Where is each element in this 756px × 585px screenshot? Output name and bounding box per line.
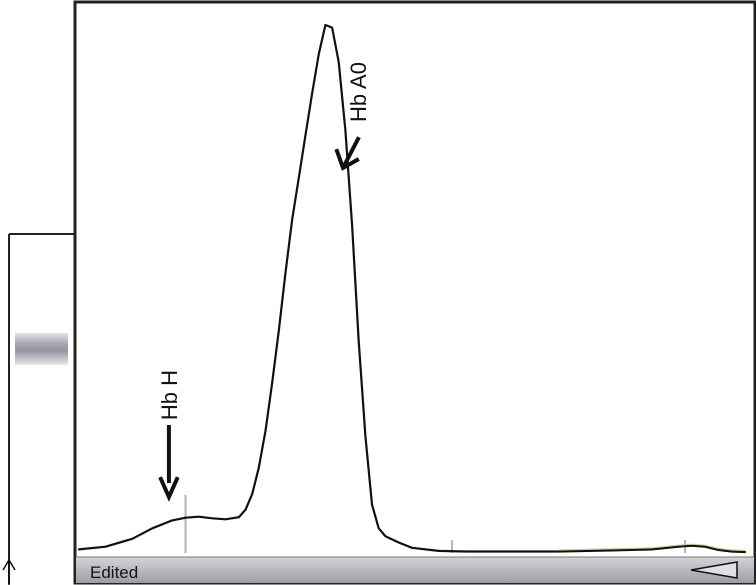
hb-a0-label: Hb A0 bbox=[346, 62, 371, 122]
plot-border bbox=[73, 0, 756, 585]
series-trace-tail bbox=[558, 543, 746, 552]
up-arrow-icon bbox=[2, 558, 16, 585]
gel-band bbox=[15, 333, 68, 365]
series-trace bbox=[77, 23, 747, 554]
status-bar-background bbox=[76, 557, 754, 583]
chart-frame bbox=[73, 0, 756, 585]
hb-h-arrow-icon bbox=[158, 425, 180, 502]
status-label: Edited bbox=[90, 563, 138, 582]
plot-area: Hb H Hb A0 bbox=[77, 23, 747, 554]
hb-a0-arrow-icon bbox=[334, 136, 361, 171]
hb-h-label: Hb H bbox=[157, 370, 182, 420]
status-bar: Edited bbox=[76, 556, 754, 583]
gel-strip bbox=[2, 233, 74, 585]
peak-annotations: Hb H Hb A0 bbox=[157, 62, 371, 502]
triangle-left-icon[interactable] bbox=[690, 561, 738, 579]
